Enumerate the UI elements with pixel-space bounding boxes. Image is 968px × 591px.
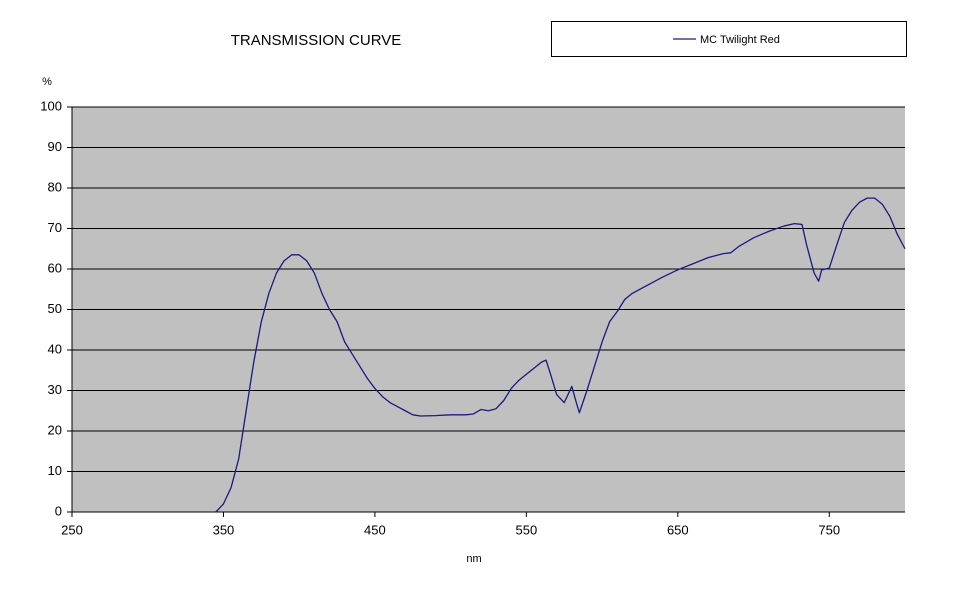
y-tick-label: 30 — [48, 382, 62, 397]
y-tick-label: 10 — [48, 463, 62, 478]
y-tick-label: 70 — [48, 220, 62, 235]
y-tick-label: 20 — [48, 422, 62, 437]
y-tick-label: 90 — [48, 139, 62, 154]
legend-box — [551, 21, 907, 57]
series-line — [215, 197, 906, 513]
x-tick-label: 250 — [61, 522, 83, 537]
y-tick-label: 100 — [40, 98, 62, 113]
legend-label: MC Twilight Red — [700, 34, 780, 46]
y-tick-label: 0 — [55, 503, 62, 518]
y-tick-label: 80 — [48, 179, 62, 194]
y-tick-label: 40 — [48, 341, 62, 356]
y-tick-label: 60 — [48, 260, 62, 275]
x-tick-label: 350 — [213, 522, 235, 537]
x-tick-label: 750 — [818, 522, 840, 537]
y-tick-label: 50 — [48, 301, 62, 316]
x-tick-label: 550 — [516, 522, 538, 537]
y-axis-label: % — [42, 76, 52, 88]
x-tick-label: 450 — [364, 522, 386, 537]
x-tick-label: 650 — [667, 522, 689, 537]
chart-title: TRANSMISSION CURVE — [231, 32, 402, 49]
x-axis-label: nm — [466, 553, 481, 565]
